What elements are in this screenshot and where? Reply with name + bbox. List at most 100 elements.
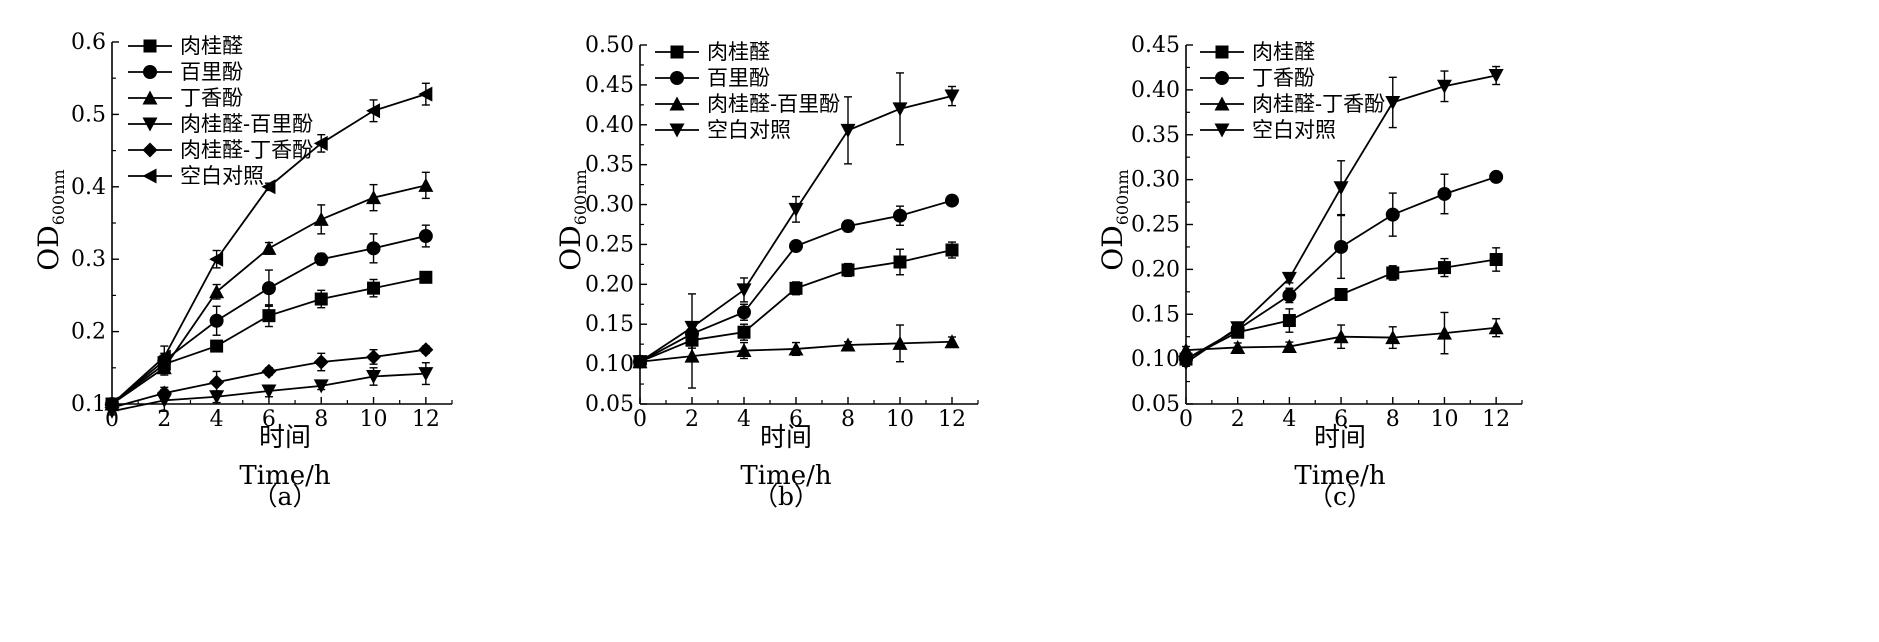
legend-label: 空白对照 (707, 118, 791, 142)
y-tick-label: 0.20 (1131, 257, 1180, 282)
y-tick-label: 0.40 (1131, 78, 1180, 103)
legend-label: 肉桂醛-百里酚 (707, 92, 840, 116)
y-axis-label: OD600nm (1096, 169, 1132, 270)
x-axis-label-en: Time/h (740, 461, 831, 491)
y-tick-label: 0.30 (1131, 168, 1180, 193)
series-5 (104, 82, 433, 412)
data-point (209, 284, 225, 299)
y-axis-label-main: OD (1096, 225, 1129, 270)
y-tick-label: 0.50 (585, 33, 634, 58)
chart-panel-c: 0.05 0.10 0.15 0.20 0.25 0.30 0.35 0.40 0.45 0 2 4 6… (1096, 33, 1523, 511)
data-point (945, 193, 959, 208)
y-axis-label-sub: 600nm (49, 169, 68, 225)
data-point (788, 341, 804, 356)
y-tick-label: 0.2 (71, 320, 106, 345)
data-point (1386, 266, 1400, 280)
data-point (261, 240, 277, 255)
y-tick-label: 0.15 (585, 312, 634, 337)
data-point (261, 384, 277, 399)
data-point (840, 123, 856, 138)
y-tick-label: 0.20 (585, 272, 634, 297)
data-point (1488, 69, 1504, 84)
data-point (209, 374, 225, 390)
y-tick-label: 0.3 (71, 247, 106, 272)
x-tick-label: 6 (262, 407, 276, 432)
legend-marker (1214, 96, 1230, 111)
data-point (1333, 181, 1349, 196)
data-point (313, 354, 329, 370)
legend-marker (669, 123, 685, 138)
data-point (261, 179, 276, 195)
x-tick-label: 6 (789, 407, 803, 432)
series-2 (1178, 311, 1504, 357)
legend-marker (142, 117, 158, 132)
panel-caption: （a） (253, 482, 318, 511)
data-point (209, 251, 224, 267)
y-tick-label: 0.6 (71, 30, 106, 55)
x-tick-label: 0 (105, 407, 119, 432)
y-axis-label: OD600nm (554, 169, 590, 270)
x-tick-label: 6 (1334, 407, 1348, 432)
x-tick-label: 0 (1179, 407, 1193, 432)
x-tick-label: 2 (1231, 407, 1245, 432)
y-tick-label: 0.10 (585, 352, 634, 377)
data-point (893, 255, 907, 269)
data-point (418, 86, 433, 102)
panel-caption: （b） (753, 482, 819, 511)
data-point (366, 103, 381, 119)
x-tick-label: 0 (633, 407, 647, 432)
y-tick-label: 0.30 (585, 193, 634, 218)
x-tick-label: 12 (1482, 407, 1510, 432)
legend-marker (1215, 71, 1229, 85)
data-point (1281, 339, 1297, 354)
x-axis-label-en: Time/h (239, 461, 330, 491)
data-point (418, 367, 434, 382)
legend-marker (142, 168, 157, 184)
data-point (1385, 207, 1400, 222)
data-point (262, 309, 276, 323)
data-point (419, 270, 433, 284)
legend-label: 丁香酚 (180, 86, 243, 110)
legend-marker (1214, 123, 1230, 138)
data-point (789, 239, 803, 254)
y-tick-label: 0.4 (71, 175, 106, 200)
legend-label: 百里酚 (180, 60, 243, 84)
data-point (1334, 288, 1348, 302)
data-point (737, 305, 751, 320)
data-point (1333, 329, 1349, 344)
data-point (1385, 330, 1401, 345)
data-point (366, 369, 382, 384)
y-tick-label: 0.45 (1131, 33, 1180, 58)
data-point (892, 102, 908, 117)
legend-marker (143, 65, 157, 79)
data-point (1436, 325, 1452, 340)
legend-label: 丁香酚 (1252, 66, 1315, 90)
legend-label: 肉桂醛-丁香酚 (180, 138, 313, 162)
y-tick-label: 0.45 (585, 73, 634, 98)
data-point (1282, 288, 1297, 303)
y-axis-label-sub: 600nm (571, 169, 590, 225)
legend-label: 百里酚 (707, 66, 770, 90)
x-tick-label: 4 (210, 407, 224, 432)
x-tick-label: 2 (157, 407, 171, 432)
y-tick-label: 0.10 (1131, 347, 1180, 372)
legend-label: 空白对照 (180, 164, 264, 188)
data-point (684, 320, 700, 335)
data-point (261, 363, 277, 379)
y-tick-label: 0.25 (1131, 213, 1180, 238)
data-point (418, 229, 433, 244)
y-axis-label-main: OD (32, 225, 65, 270)
y-tick-label: 0.05 (1131, 392, 1180, 417)
x-axis-label-cn: 时间 (259, 423, 311, 453)
x-tick-label: 10 (886, 407, 914, 432)
x-tick-label: 10 (360, 407, 388, 432)
data-point (1230, 321, 1246, 336)
data-point (156, 393, 172, 408)
y-axis-label-sub: 600nm (1113, 169, 1132, 225)
data-point (1230, 339, 1246, 354)
y-axis-label-main: OD (554, 225, 587, 270)
x-axis-label-en: Time/h (1294, 461, 1385, 491)
data-point (366, 190, 382, 205)
